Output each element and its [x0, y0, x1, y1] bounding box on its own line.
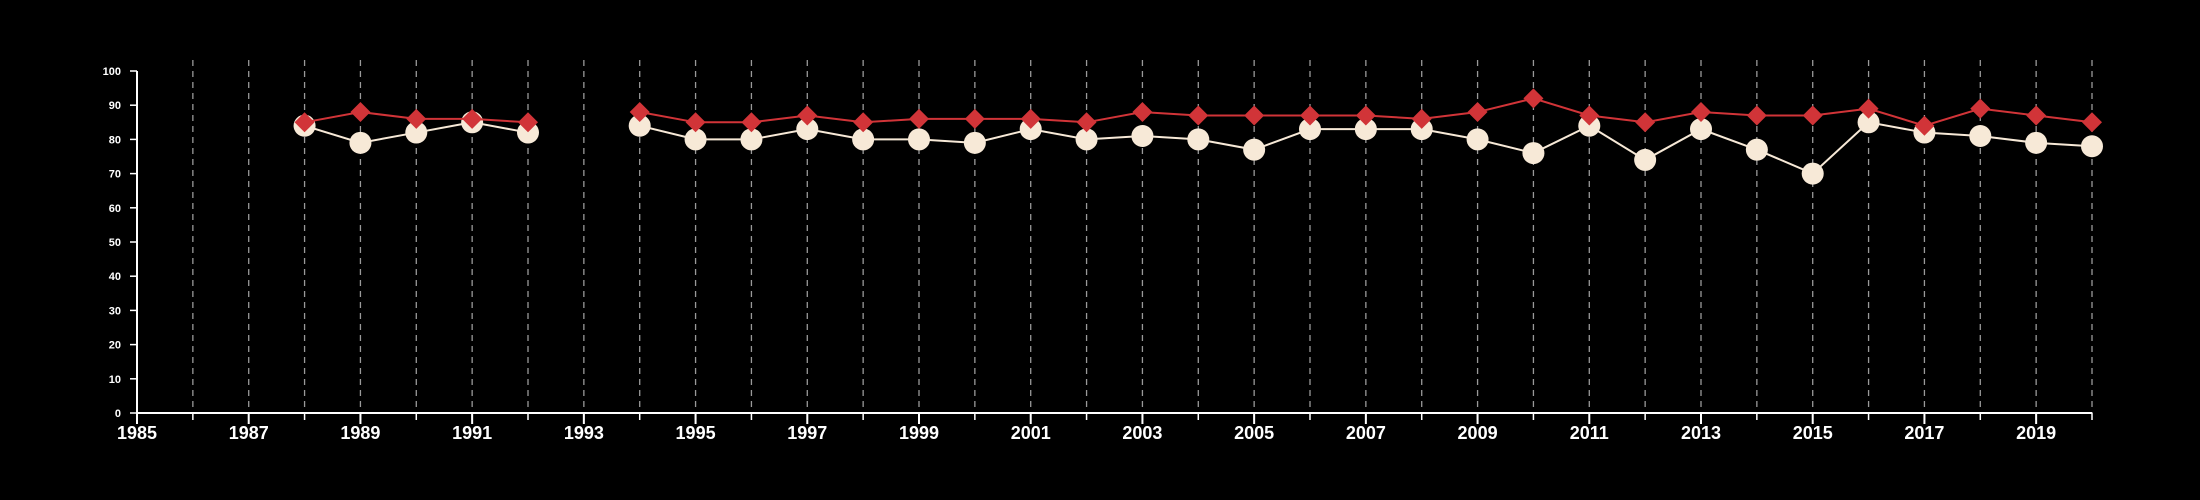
series-2-point-1992 [517, 121, 539, 144]
x-tick-label-1989: 1989 [340, 423, 380, 443]
series-1-point-2007 [1355, 105, 1376, 126]
series-1-point-1997 [797, 105, 818, 126]
series-2-point-2010 [1522, 142, 1545, 165]
series-1-point-2013 [1691, 102, 1711, 123]
series-1-point-1991 [462, 108, 483, 129]
x-tick-label-1987: 1987 [229, 423, 269, 443]
series-2-point-2006 [1299, 118, 1321, 141]
series-1-point-1996 [741, 112, 762, 133]
series-1-point-2018 [1970, 98, 1991, 119]
series-1-point-2009 [1467, 102, 1488, 123]
series-2-point-2008 [1410, 118, 1433, 141]
y-tick-label-100: 100 [103, 66, 121, 78]
series-2-point-1994 [628, 114, 651, 137]
series-2-point-2011 [1578, 114, 1601, 137]
series-2-point-2007 [1354, 118, 1377, 141]
series [293, 88, 2103, 185]
x-tick-label-2015: 2015 [1793, 423, 1833, 443]
series-2-point-2012 [1634, 148, 1657, 171]
series-2-point-2016 [1857, 111, 1880, 134]
x-tick-label-1997: 1997 [787, 423, 827, 443]
y-tick-label-20: 20 [109, 340, 121, 352]
x-tick-label-1999: 1999 [899, 423, 939, 443]
x-tick-label-1993: 1993 [564, 423, 604, 443]
series-1-point-2014 [1746, 105, 1767, 126]
x-tick-label-2017: 2017 [1904, 423, 1944, 443]
series-1-point-1995 [685, 112, 706, 133]
x-tick-label-2003: 2003 [1122, 423, 1162, 443]
series-2-point-2019 [2025, 131, 2048, 154]
series-1-point-2006 [1300, 105, 1320, 126]
series-1-point-1999 [909, 108, 929, 129]
series-1-point-2002 [1076, 112, 1097, 133]
series-2-point-2003 [1131, 124, 1154, 147]
series-2-point-2009 [1466, 128, 1489, 151]
series-1-point-2008 [1411, 108, 1432, 129]
series-1 [294, 88, 2102, 136]
series-1-point-2010 [1523, 88, 1544, 109]
y-tick-label-60: 60 [109, 203, 121, 215]
series-1-point-1998 [853, 112, 874, 133]
series-2-point-2020 [2081, 135, 2103, 158]
y-tick-label-90: 90 [109, 100, 121, 112]
x-tick-label-1985: 1985 [117, 423, 157, 443]
x-tick-label-2019: 2019 [2016, 423, 2056, 443]
y-tick-label-30: 30 [109, 305, 121, 317]
series-1-point-1992 [518, 112, 538, 133]
series-1-point-2012 [1635, 112, 1656, 133]
x-tick-label-2013: 2013 [1681, 423, 1721, 443]
series-2-point-1998 [852, 128, 875, 151]
y-tick-label-70: 70 [109, 169, 121, 181]
series-1-point-1990 [406, 108, 427, 129]
y-tick-label-80: 80 [109, 134, 121, 146]
series-2-point-1995 [684, 128, 707, 151]
series-2-point-2002 [1075, 128, 1098, 151]
x-tick-label-1991: 1991 [452, 423, 492, 443]
x-tick-label-1995: 1995 [676, 423, 716, 443]
series-1-point-2011 [1579, 105, 1600, 126]
series-2-point-1990 [405, 121, 428, 144]
series-2 [293, 111, 2103, 185]
series-1-point-2020 [2082, 112, 2102, 133]
y-tick-label-10: 10 [109, 374, 121, 386]
series-2-point-2018 [1969, 124, 1992, 147]
series-2-point-1997 [796, 118, 819, 141]
y-tick-label-50: 50 [109, 237, 121, 249]
series-1-point-2004 [1188, 105, 1209, 126]
series-1-point-1988 [294, 112, 315, 133]
series-1-point-2000 [964, 108, 985, 129]
series-1-point-2019 [2026, 105, 2047, 126]
y-tick-label-40: 40 [109, 271, 121, 283]
series-2-point-2004 [1187, 128, 1210, 151]
series-1-point-1989 [350, 102, 371, 123]
series-2-point-2015 [1801, 162, 1824, 185]
series-1-point-1994 [629, 102, 650, 123]
axes: 0 10 20 30 40 50 60 70 80 90 100 1985 1987 1989 1991 19… [103, 66, 2093, 443]
series-2-point-1989 [349, 131, 372, 154]
series-2-point-2000 [963, 131, 986, 154]
x-tick-label-2007: 2007 [1346, 423, 1386, 443]
series-2-point-2014 [1745, 138, 1768, 161]
series-2-point-1999 [908, 128, 930, 151]
series-2-point-2001 [1019, 118, 1042, 141]
series-1-point-2003 [1132, 102, 1153, 123]
series-2-point-1996 [740, 128, 763, 151]
series-2-point-2013 [1690, 118, 1712, 141]
x-tick-label-2005: 2005 [1234, 423, 1274, 443]
y-tick-label-0: 0 [115, 408, 121, 420]
x-tick-label-2011: 2011 [1570, 423, 1609, 443]
series-1-point-2017 [1914, 115, 1935, 136]
series-1-point-2015 [1802, 105, 1823, 126]
x-tick-label-2009: 2009 [1458, 423, 1498, 443]
series-1-point-2001 [1020, 108, 1041, 129]
series-1-point-2016 [1858, 98, 1879, 119]
series-1-point-2005 [1244, 105, 1265, 126]
series-2-point-2005 [1243, 138, 1266, 161]
x-tick-label-2001: 2001 [1011, 423, 1051, 443]
